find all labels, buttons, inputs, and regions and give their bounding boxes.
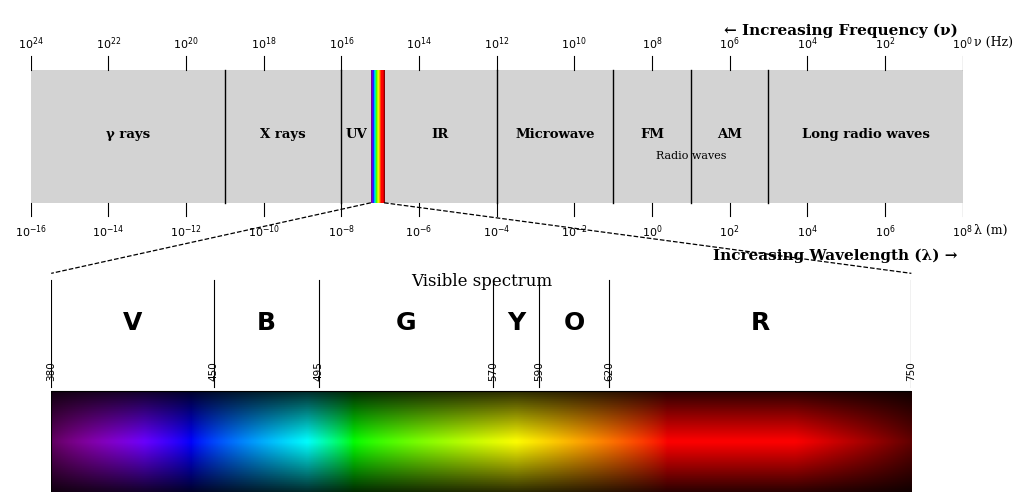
- Text: V: V: [123, 311, 142, 334]
- Text: $10^{-12}$: $10^{-12}$: [170, 223, 202, 240]
- Text: $10^{14}$: $10^{14}$: [407, 35, 432, 52]
- Text: $10^{-14}$: $10^{-14}$: [92, 223, 125, 240]
- Text: UV: UV: [345, 128, 367, 141]
- Text: $10^{10}$: $10^{10}$: [561, 35, 587, 52]
- Text: G: G: [395, 311, 416, 334]
- Text: Visible spectrum: Visible spectrum: [411, 273, 552, 290]
- Text: $10^{4}$: $10^{4}$: [797, 223, 817, 240]
- Text: $10^{20}$: $10^{20}$: [173, 35, 199, 52]
- Text: $10^{-16}$: $10^{-16}$: [14, 223, 47, 240]
- Text: $10^{-6}$: $10^{-6}$: [406, 223, 432, 240]
- Text: B: B: [257, 311, 275, 334]
- Text: 495: 495: [313, 361, 324, 381]
- Text: γ rays: γ rays: [105, 128, 150, 141]
- Bar: [51, 280, 911, 387]
- Text: $10^{6}$: $10^{6}$: [719, 35, 740, 52]
- Text: $10^{-4}$: $10^{-4}$: [483, 223, 510, 240]
- Text: ν (Hz): ν (Hz): [974, 36, 1013, 49]
- Text: 620: 620: [604, 361, 614, 381]
- Text: $10^{16}$: $10^{16}$: [329, 35, 354, 52]
- Text: $10^{0}$: $10^{0}$: [952, 35, 973, 52]
- Text: Increasing Wavelength (λ) →: Increasing Wavelength (λ) →: [714, 248, 957, 263]
- Text: $10^{-2}$: $10^{-2}$: [561, 223, 588, 240]
- Text: 750: 750: [906, 361, 916, 381]
- Text: ← Increasing Frequency (ν): ← Increasing Frequency (ν): [724, 23, 957, 38]
- Text: λ (m): λ (m): [974, 224, 1008, 237]
- Text: $10^{-10}$: $10^{-10}$: [248, 223, 280, 240]
- Text: 380: 380: [46, 361, 56, 381]
- Text: $10^{6}$: $10^{6}$: [874, 223, 895, 240]
- Text: R: R: [751, 311, 770, 334]
- Text: 570: 570: [487, 361, 498, 381]
- Text: Y: Y: [507, 311, 525, 334]
- Text: Microwave: Microwave: [515, 128, 595, 141]
- Text: Radio waves: Radio waves: [655, 152, 726, 162]
- Text: $10^{8}$: $10^{8}$: [642, 35, 663, 52]
- Bar: [51, 392, 911, 492]
- Bar: [31, 70, 963, 203]
- Text: $10^{22}$: $10^{22}$: [95, 35, 121, 52]
- Text: $10^{-8}$: $10^{-8}$: [328, 223, 355, 240]
- Text: $10^{18}$: $10^{18}$: [251, 35, 276, 52]
- Text: 590: 590: [535, 361, 545, 381]
- Text: IR: IR: [432, 128, 449, 141]
- Text: $10^{2}$: $10^{2}$: [874, 35, 895, 52]
- Text: $10^{4}$: $10^{4}$: [797, 35, 817, 52]
- Text: O: O: [563, 311, 585, 334]
- Text: FM: FM: [640, 128, 664, 141]
- Text: X rays: X rays: [260, 128, 306, 141]
- Text: 450: 450: [209, 361, 219, 381]
- Text: $10^{8}$: $10^{8}$: [952, 223, 973, 240]
- Text: AM: AM: [717, 128, 742, 141]
- Text: Long radio waves: Long radio waves: [802, 128, 930, 141]
- Text: $10^{12}$: $10^{12}$: [484, 35, 509, 52]
- Text: $10^{2}$: $10^{2}$: [720, 223, 739, 240]
- Text: $10^{0}$: $10^{0}$: [642, 223, 663, 240]
- Text: $10^{24}$: $10^{24}$: [17, 35, 44, 52]
